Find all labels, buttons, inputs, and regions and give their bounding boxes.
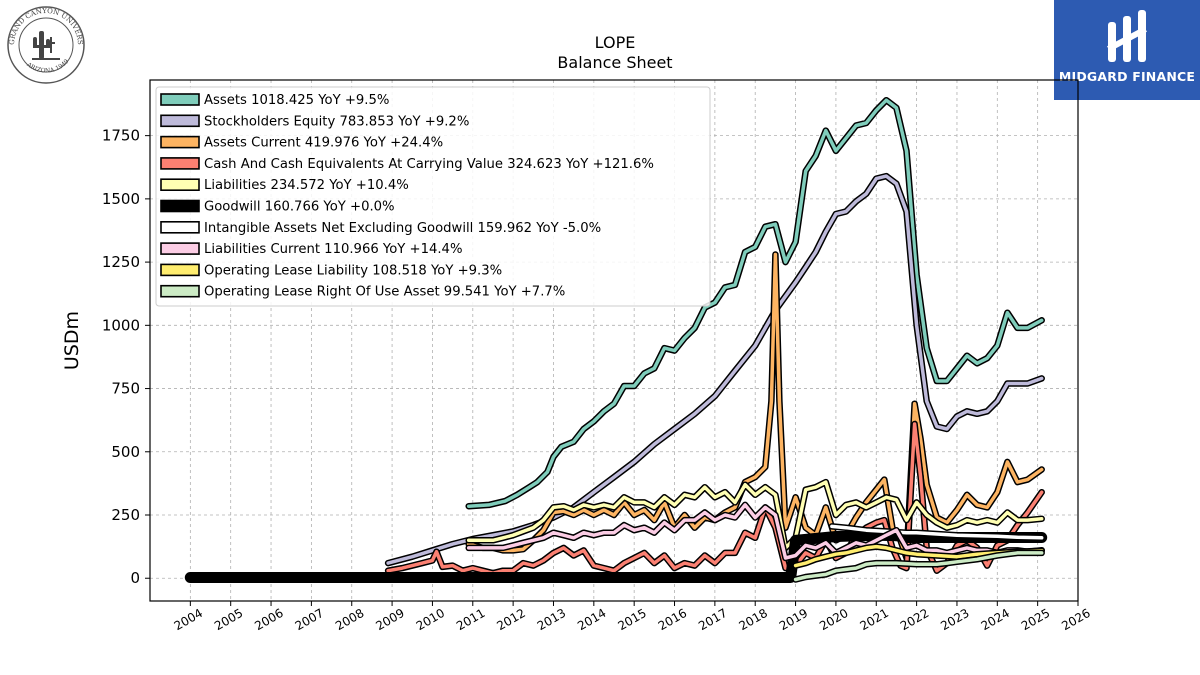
- legend-label: Stockholders Equity 783.853 YoY +9.2%: [204, 114, 469, 129]
- x-tick-label: 2008: [333, 606, 366, 633]
- legend-label: Assets Current 419.976 YoY +24.4%: [204, 136, 443, 151]
- legend-label: Assets 1018.425 YoY +9.5%: [204, 93, 389, 108]
- legend-label: Intangible Assets Net Excluding Goodwill…: [204, 221, 601, 236]
- x-tick-label: 2022: [898, 606, 931, 633]
- y-tick-label: 750: [111, 380, 140, 398]
- logo-seal: GRAND CANYON UNIVERSITY ARIZONA 1949: [6, 5, 85, 84]
- x-tick-label: 2012: [494, 606, 527, 633]
- cactus-icon: [32, 31, 60, 60]
- legend-label: Liabilities 234.572 YoY +10.4%: [204, 178, 409, 193]
- legend-swatch: [160, 263, 200, 277]
- legend-swatch: [160, 93, 200, 106]
- chart-subtitle: Balance Sheet: [557, 53, 673, 72]
- legend-label: Goodwill 160.766 YoY +0.0%: [204, 200, 395, 215]
- legend-label: Operating Lease Right Of Use Asset 99.54…: [204, 285, 565, 300]
- legend-label: Operating Lease Liability 108.518 YoY +9…: [204, 263, 502, 278]
- x-tick-label: 2017: [696, 606, 729, 633]
- y-tick-label: 1000: [102, 316, 140, 334]
- x-tick-label: 2006: [252, 606, 285, 633]
- series-line-operating-lease-liability: [793, 544, 1044, 568]
- legend-label: Liabilities Current 110.966 YoY +14.4%: [204, 242, 462, 257]
- legend-swatch: [160, 157, 200, 170]
- legend-box: [155, 86, 711, 307]
- x-tick-label: 2018: [736, 606, 769, 633]
- y-tick-label: 1500: [102, 190, 140, 208]
- legend-swatch: [160, 221, 200, 234]
- y-tick-label: 250: [111, 506, 140, 524]
- y-tick-label: 1250: [102, 253, 140, 271]
- legend-swatch: [160, 242, 200, 255]
- series-line-liabilities: [466, 480, 1044, 550]
- legend-swatch: [160, 284, 200, 298]
- x-tick-label: 2020: [817, 606, 850, 633]
- brand-name: MIDGARD FINANCE: [1058, 69, 1196, 84]
- x-tick-label: 2013: [535, 606, 568, 633]
- x-tick-label: 2009: [373, 606, 406, 633]
- x-tick-label: 2005: [212, 606, 245, 633]
- x-tick-label: 2011: [454, 606, 487, 633]
- x-tick-label: 2023: [938, 606, 971, 633]
- brand-mark-icon: [1107, 10, 1147, 62]
- legend-label: Cash And Cash Equivalents At Carrying Va…: [204, 157, 654, 172]
- legend-swatch: [160, 135, 200, 149]
- plot-frame: [149, 79, 1079, 602]
- x-tick-label: 2015: [615, 606, 648, 633]
- legend-swatch: [160, 178, 200, 191]
- y-tick-label: 1750: [102, 127, 140, 145]
- y-axis-label: USDm: [61, 311, 83, 370]
- legend-swatch: [160, 114, 200, 128]
- y-tick-label: 0: [130, 569, 140, 587]
- series-line-operating-lease-right-of-use-asset: [793, 551, 1044, 582]
- x-tick-label: 2019: [777, 606, 810, 633]
- chart-title: LOPE: [594, 33, 636, 52]
- x-tick-label: 2014: [575, 606, 608, 633]
- legend-swatch: [160, 199, 200, 213]
- x-tick-label: 2016: [656, 606, 689, 633]
- x-tick-label: 2026: [1059, 606, 1092, 633]
- x-tick-label: 2004: [172, 606, 205, 633]
- x-tick-label: 2024: [979, 606, 1012, 633]
- x-tick-label: 2025: [1019, 606, 1052, 633]
- x-tick-label: 2021: [858, 606, 891, 633]
- x-tick-label: 2010: [414, 606, 447, 633]
- series-line-liabilities-current: [466, 503, 1044, 560]
- series-line-intangible-assets-net-excluding-goodwill: [830, 524, 1044, 540]
- y-tick-label: 500: [111, 443, 140, 461]
- x-tick-label: 2007: [293, 606, 326, 633]
- series-line-assets: [466, 98, 1044, 508]
- series-line-assets-current: [466, 252, 1044, 560]
